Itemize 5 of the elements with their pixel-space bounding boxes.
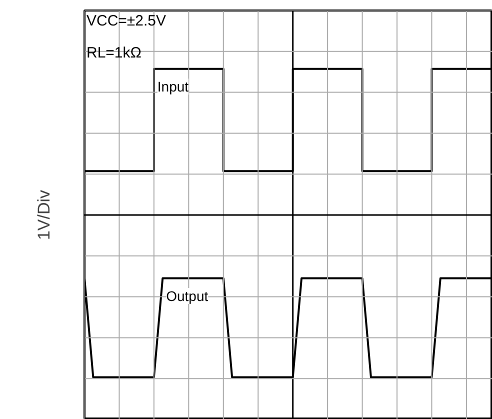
series-label: Output bbox=[166, 288, 208, 304]
text: RL=1kΩ bbox=[86, 44, 142, 62]
y-axis-title: 1V/Div bbox=[34, 189, 54, 240]
text: VCC=±2.5V bbox=[86, 12, 166, 30]
series-label: Input bbox=[157, 78, 189, 95]
